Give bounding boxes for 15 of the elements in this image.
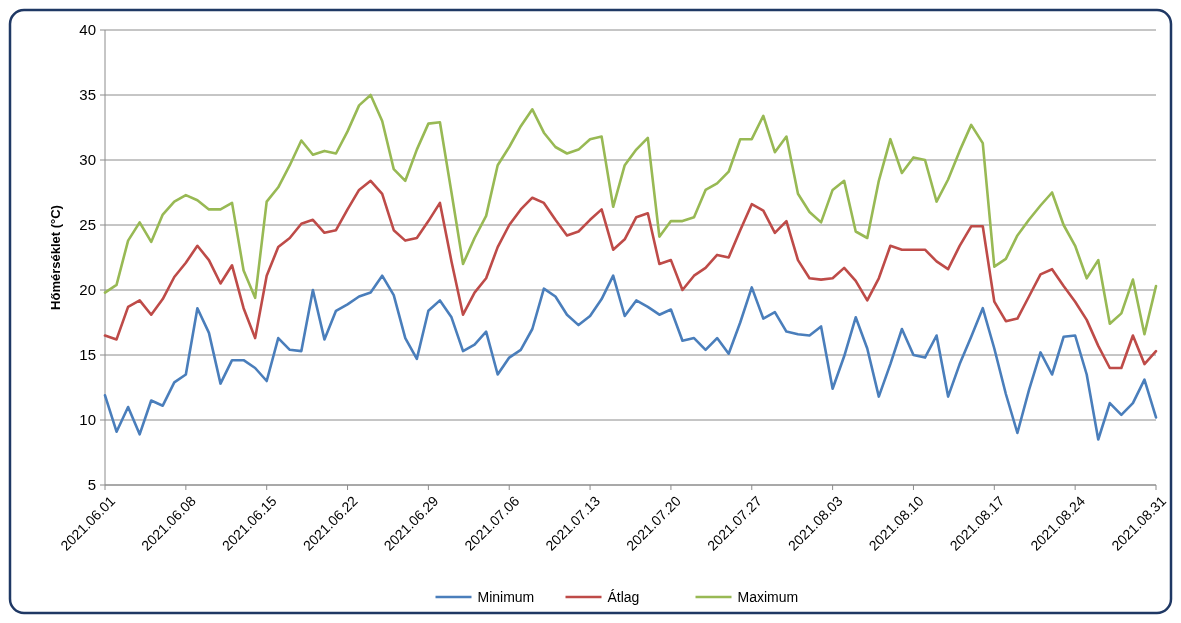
legend-label: Átlag (607, 588, 640, 605)
y-axis-title: Hőmérséklet (°C) (48, 205, 63, 310)
y-tick-label: 35 (79, 86, 96, 104)
line-series (103, 274, 1158, 441)
line-series (103, 179, 1158, 370)
line-series (103, 93, 1158, 336)
y-tick-label: 15 (79, 346, 96, 364)
y-tick-label: 10 (79, 411, 96, 429)
legend-label: Maximum (737, 588, 799, 605)
legend-label: Minimum (477, 588, 535, 605)
y-tick-label: 30 (79, 151, 96, 169)
y-tick-label: 20 (79, 281, 96, 299)
y-tick-label: 5 (87, 476, 96, 494)
y-tick-label: 25 (79, 216, 96, 234)
y-tick-label: 40 (79, 21, 96, 39)
